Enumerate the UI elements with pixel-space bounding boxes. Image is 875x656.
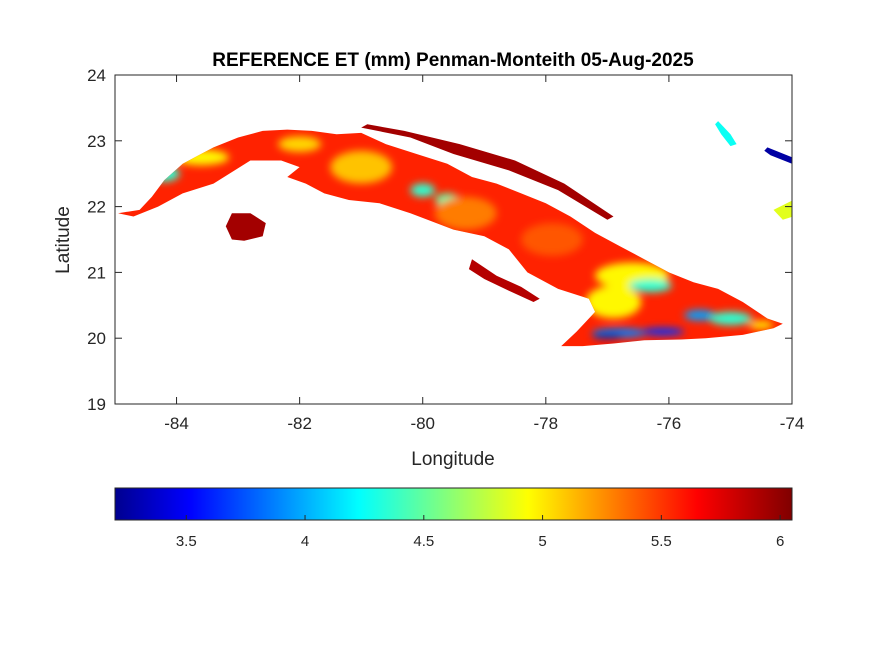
y-tick-label: 24	[87, 66, 106, 85]
region-isla-de-la-juventud	[225, 213, 266, 241]
patch-guantanamo-blue	[684, 309, 716, 321]
value-patches	[148, 136, 774, 339]
x-axis-ticks: -84 -82 -80 -78 -76 -74	[164, 75, 804, 433]
y-tick-label: 20	[87, 329, 106, 348]
patch-east-coast-yellow	[748, 321, 774, 329]
colorbar-tick-label: 5	[538, 533, 546, 550]
colorbar	[114, 487, 793, 521]
y-tick-label: 22	[87, 198, 106, 217]
y-axis-label: Latitude	[53, 206, 74, 274]
plot-frame	[114, 74, 793, 405]
y-tick-label: 19	[87, 395, 106, 414]
patch-matanzas-yellow	[330, 150, 393, 184]
patch-sierra-navy	[592, 333, 623, 339]
patch-guantanamo-cyan	[709, 311, 752, 326]
map-layer	[118, 121, 792, 347]
x-axis-label: Longitude	[411, 449, 494, 470]
x-tick-label: -80	[410, 414, 435, 433]
region-islet-northeast-b	[764, 147, 792, 164]
patch-central-orange	[435, 196, 497, 230]
patch-sierra-blue-2	[641, 327, 685, 336]
plot-area	[115, 75, 792, 404]
colorbar-tick-label: 5.5	[651, 533, 672, 550]
y-tick-label: 21	[87, 263, 106, 282]
patch-camaguey-orange	[521, 223, 583, 256]
x-tick-label: -74	[780, 414, 805, 433]
x-tick-label: -82	[287, 414, 312, 433]
x-tick-label: -84	[164, 414, 189, 433]
patch-granma-yellow	[585, 285, 642, 319]
y-tick-label: 23	[87, 132, 106, 151]
patch-central-cyan-1	[410, 183, 436, 197]
colorbar-tick-label: 3.5	[176, 533, 197, 550]
patch-holguin-cyan	[628, 279, 672, 293]
colorbar-ticks: 3.5 4 4.5 5 5.5 6	[176, 515, 784, 550]
colorbar-tick-label: 4.5	[413, 533, 434, 550]
region-islet-northeast-a	[715, 121, 737, 147]
chart-title: REFERENCE ET (mm) Penman-Monteith 05-Aug…	[212, 50, 694, 71]
x-tick-label: -76	[657, 414, 682, 433]
patch-havana-yellow	[278, 136, 322, 153]
region-hispaniola-tip	[773, 200, 792, 220]
x-tick-label: -78	[534, 414, 559, 433]
y-axis-ticks: 19 20 21 22 23 24	[87, 66, 792, 414]
region-jardines-de-la-reina	[468, 259, 540, 302]
colorbar-tick-label: 4	[301, 533, 309, 550]
colorbar-tick-label: 6	[776, 533, 784, 550]
